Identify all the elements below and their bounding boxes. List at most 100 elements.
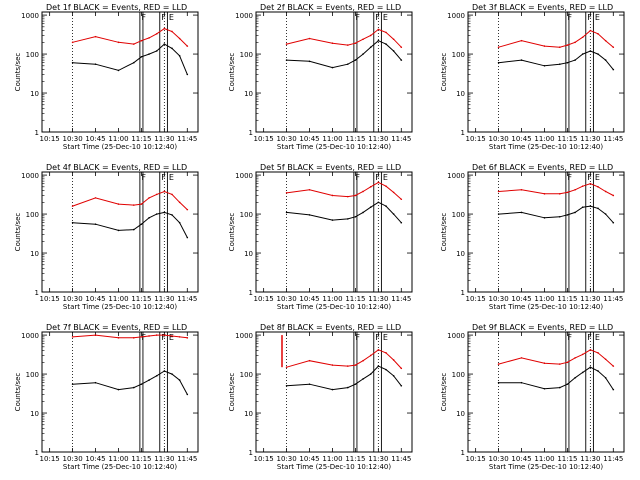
series-point-events [589, 205, 592, 207]
series-point-lld [148, 335, 150, 337]
x-tick-label: 10:15 [254, 455, 274, 463]
panel-title: Det 4f BLACK = Events, RED = LLD [46, 163, 187, 172]
series-point-lld [186, 337, 189, 339]
series-point-events [377, 365, 380, 367]
series-point-events [392, 50, 395, 52]
series-point-lld [589, 29, 592, 32]
series-point-events [308, 383, 311, 385]
series-point-events [369, 46, 372, 48]
panel-1: Det 1f BLACK = Events, RED = LLD 1 10 100 10… [14, 3, 199, 151]
y-axis-label: Counts/sec [440, 53, 448, 92]
x-tick-label: 11:15 [131, 135, 151, 143]
x-tick-label: 10:30 [62, 455, 82, 463]
plot-frame [255, 171, 413, 293]
series-point-lld [117, 41, 120, 44]
x-tick-label: 10:45 [85, 295, 105, 303]
flag-label: E [169, 13, 174, 22]
y-tick-label: 1000 [235, 332, 253, 340]
series-point-lld [132, 337, 135, 339]
series-point-events [308, 214, 311, 216]
series-point-events [581, 206, 584, 208]
series-point-lld [369, 186, 372, 188]
series-point-events [566, 61, 569, 64]
x-tick-label: 10:15 [254, 135, 274, 143]
series-point-lld [574, 188, 576, 191]
flag-label: F [161, 13, 166, 22]
series-point-events [117, 69, 120, 72]
flag-label: F [587, 173, 592, 182]
series-point-events [178, 55, 181, 57]
y-tick-label: 1000 [447, 332, 465, 340]
x-tick-label: 10:30 [276, 135, 296, 143]
series-point-events [581, 371, 584, 374]
series-point-events [331, 388, 334, 391]
y-tick-label: 1 [249, 449, 253, 457]
flag-label: E [383, 173, 388, 182]
series-point-lld [285, 43, 288, 45]
flag-label: F [375, 173, 380, 182]
series-point-lld [543, 45, 546, 47]
panel-6: Det 6f BLACK = Events, RED = LLD 1 10 100 10… [440, 163, 625, 311]
series-point-events [354, 59, 357, 61]
series-point-lld [369, 354, 372, 357]
series-point-lld [566, 44, 569, 46]
x-tick-label: 10:45 [85, 135, 105, 143]
flag-label: E [595, 13, 600, 22]
y-tick-label: 1 [249, 129, 253, 137]
series-point-lld [163, 334, 166, 336]
x-tick-label: 11:00 [534, 295, 554, 303]
series-point-lld [155, 334, 158, 336]
flag-label: F [587, 333, 592, 342]
panel-8: Det 8f BLACK = Events, RED = LLD 1 10 100 10… [228, 323, 413, 471]
series-point-events [497, 381, 500, 384]
series-point-lld [566, 361, 569, 364]
plot-frame [41, 171, 199, 293]
series-point-events [346, 218, 349, 220]
series-point-events [117, 229, 120, 232]
x-tick-label: 10:15 [466, 135, 486, 143]
series-point-events [163, 370, 166, 372]
y-tick-label: 1 [35, 449, 39, 457]
series-point-lld [566, 191, 569, 194]
series-point-events [566, 214, 569, 216]
series-point-lld [140, 39, 143, 42]
x-tick-label: 10:45 [299, 455, 319, 463]
series-point-lld [308, 37, 311, 40]
x-tick-label: 10:30 [276, 455, 296, 463]
x-tick-label: 11:15 [131, 455, 151, 463]
series-point-events [566, 383, 569, 385]
y-tick-label: 100 [26, 211, 39, 219]
x-tick-label: 11:30 [580, 135, 600, 143]
panel-5: Det 5f BLACK = Events, RED = LLD 1 10 100 10… [228, 163, 413, 311]
series-point-lld [369, 34, 372, 37]
plot-frame [255, 11, 413, 133]
series-point-events [171, 373, 173, 375]
panel-title: Det 3f BLACK = Events, RED = LLD [472, 3, 613, 12]
series-point-lld [581, 353, 584, 356]
series-point-lld [385, 31, 387, 34]
series-point-events [178, 379, 181, 381]
y-tick-label: 10 [456, 250, 465, 258]
series-point-lld [362, 38, 364, 41]
x-axis-label: Start Time (25-Dec-10 10:12:40) [277, 143, 391, 151]
series-point-events [140, 56, 143, 58]
y-tick-label: 10 [244, 90, 253, 98]
x-tick-label: 11:45 [603, 135, 623, 143]
plot-frame [467, 171, 625, 293]
series-point-events [132, 61, 135, 64]
x-tick-label: 11:30 [368, 455, 388, 463]
y-tick-label: 1 [35, 129, 39, 137]
series-point-events [148, 53, 150, 55]
series-point-events [392, 375, 395, 377]
panel-title: Det 2f BLACK = Events, RED = LLD [260, 3, 401, 12]
series-point-lld [71, 205, 74, 207]
series-point-events [612, 68, 615, 71]
series-point-lld [589, 182, 592, 185]
flag-label: E [169, 173, 174, 182]
series-point-lld [543, 193, 546, 195]
x-tick-label: 11:45 [177, 295, 197, 303]
series-point-lld [94, 197, 97, 199]
plot-frame [255, 331, 413, 453]
series-point-events [597, 207, 599, 210]
